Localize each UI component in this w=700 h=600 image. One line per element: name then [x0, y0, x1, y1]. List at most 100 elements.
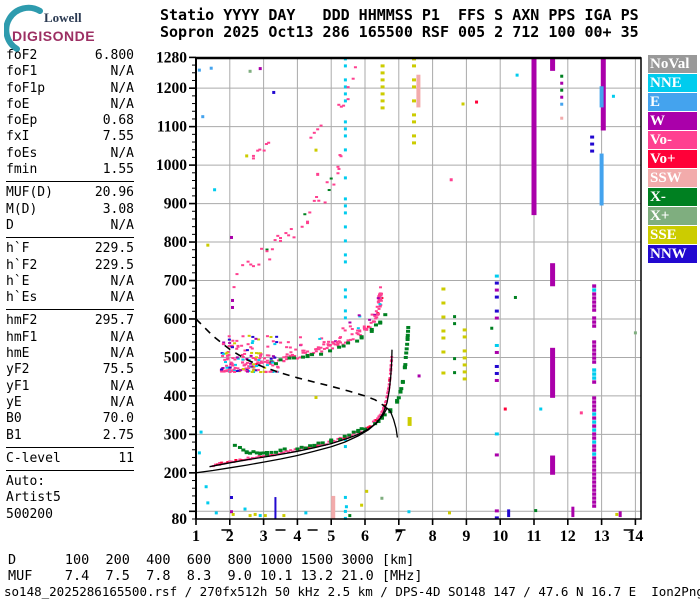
- legend-item-e: E: [648, 93, 697, 111]
- parameter-row: h`Es N/A: [6, 290, 134, 306]
- parameter-row: B0 70.0: [6, 411, 134, 427]
- parameter-row: foF2 6.800: [6, 48, 134, 64]
- legend-item-sse: SSE: [648, 226, 697, 244]
- svg-text:7: 7: [395, 528, 403, 545]
- svg-text:11: 11: [526, 528, 541, 545]
- parameter-name: foF2: [6, 48, 38, 63]
- parameter-row: yF2 75.5: [6, 362, 134, 378]
- parameter-name: fmin: [6, 162, 38, 178]
- parameter-panel: foF2 6.800 foF1 N/A foF1p N/A foE N/A foEp 0.68 fx…: [6, 48, 134, 523]
- parameter-value: 1.55: [102, 162, 134, 178]
- parameter-name: fxI: [6, 129, 30, 145]
- parameter-row: h`E N/A: [6, 274, 134, 290]
- digisonde-logo: Lowell DIGISONDE: [4, 4, 154, 52]
- parameter-name: h`F2: [6, 257, 38, 273]
- svg-text:2: 2: [226, 528, 234, 545]
- parameter-name: foF1p: [6, 80, 46, 96]
- legend-item-x: X-: [648, 188, 697, 206]
- parameter-value: 75.5: [102, 362, 134, 378]
- parameter-name: M(D): [6, 201, 38, 217]
- parameter-value: 0.68: [102, 113, 134, 129]
- svg-text:10: 10: [492, 528, 508, 545]
- header-field-names: Statio YYYY DAY DDD HHMMSS P1 FFS S AXN …: [160, 6, 639, 24]
- svg-text:14: 14: [627, 528, 643, 545]
- echo-direction-legend: NoVal NNE E W Vo- Vo+ SSW X- X+ SSE NNW: [648, 55, 697, 264]
- svg-text:800: 800: [164, 234, 188, 251]
- legend-item-vo: Vo+: [648, 150, 697, 168]
- parameter-name: yF1: [6, 378, 30, 394]
- parameter-name: h`Es: [6, 290, 38, 306]
- parameter-value: N/A: [110, 378, 134, 394]
- autoscaler-label: Artist5: [6, 490, 61, 506]
- svg-text:12: 12: [560, 528, 576, 545]
- parameter-row: foF1p N/A: [6, 81, 134, 97]
- parameter-divider: [6, 446, 134, 448]
- parameter-name: hmF1: [6, 329, 38, 345]
- parameter-row: foEp 0.68: [6, 113, 134, 129]
- parameter-row: yE N/A: [6, 395, 134, 411]
- parameter-row: foEs N/A: [6, 146, 134, 162]
- parameter-value: N/A: [110, 273, 134, 289]
- parameter-row: fxI 7.55: [6, 129, 134, 145]
- parameter-value: 295.7: [94, 313, 134, 329]
- parameter-name: foEs: [6, 145, 38, 161]
- parameter-value: N/A: [110, 394, 134, 410]
- svg-text:600: 600: [164, 311, 188, 328]
- parameter-row: B1 2.75: [6, 428, 134, 444]
- logo-lowell-text: Lowell: [44, 10, 82, 25]
- legend-item-noval: NoVal: [648, 55, 697, 73]
- d-distance-row: D 100 200 400 600 800 1000 1500 3000 [km…: [8, 552, 415, 568]
- svg-text:6: 6: [361, 528, 369, 545]
- parameter-row: D N/A: [6, 218, 134, 234]
- legend-item-ssw: SSW: [648, 169, 697, 187]
- status-line: so148_2025286165500.rsf / 270fx512h 50 k…: [4, 584, 700, 599]
- parameter-name: foEp: [6, 113, 38, 129]
- parameter-name: C-level: [6, 450, 61, 466]
- parameter-value: N/A: [110, 64, 134, 80]
- parameter-name: h`F: [6, 241, 30, 257]
- logo-digisonde-text: DIGISONDE: [12, 28, 96, 44]
- parameter-row: C-level 11: [6, 451, 134, 467]
- parameter-divider: [6, 181, 134, 183]
- parameter-value: 11: [118, 450, 134, 466]
- svg-text:300: 300: [164, 426, 188, 443]
- autoscaler-label: 500200: [6, 506, 53, 522]
- parameter-value: N/A: [110, 96, 134, 112]
- svg-text:4: 4: [293, 528, 301, 545]
- svg-text:1280: 1280: [156, 49, 187, 66]
- parameter-name: foF1: [6, 64, 38, 80]
- parameter-value: 229.5: [94, 257, 134, 273]
- logo-arc-icon: [4, 4, 43, 52]
- svg-text:200: 200: [164, 465, 188, 482]
- parameter-name: MUF(D): [6, 185, 53, 201]
- legend-item-x: X+: [648, 207, 697, 225]
- legend-item-nne: NNE: [648, 74, 697, 92]
- svg-text:8: 8: [429, 528, 437, 545]
- parameter-value: 6.800: [94, 48, 134, 63]
- header-field-values: Sopron 2025 Oct13 286 165500 RSF 005 2 7…: [160, 23, 639, 41]
- svg-text:1000: 1000: [156, 157, 187, 174]
- parameter-value: 20.96: [94, 185, 134, 201]
- parameter-value: N/A: [110, 217, 134, 233]
- parameter-row: yF1 N/A: [6, 379, 134, 395]
- svg-text:1: 1: [192, 528, 200, 545]
- parameter-name: hmF2: [6, 313, 38, 329]
- parameter-value: 3.08: [102, 201, 134, 217]
- parameter-value: 2.75: [102, 427, 134, 443]
- svg-text:3: 3: [260, 528, 268, 545]
- parameter-value: N/A: [110, 145, 134, 161]
- legend-item-nnw: NNW: [648, 245, 697, 263]
- parameter-row: foE N/A: [6, 97, 134, 113]
- parameter-name: D: [6, 217, 14, 233]
- legend-item-w: W: [648, 112, 697, 130]
- parameter-name: h`E: [6, 273, 30, 289]
- parameter-value: N/A: [110, 329, 134, 345]
- parameter-name: hmE: [6, 346, 30, 362]
- autoscaler-label: Auto:: [6, 474, 46, 490]
- parameter-divider: [6, 309, 134, 311]
- parameter-value: 7.55: [102, 129, 134, 145]
- parameter-value: 70.0: [102, 411, 134, 427]
- parameter-row: fmin 1.55: [6, 162, 134, 178]
- parameter-row: h`F2 229.5: [6, 258, 134, 274]
